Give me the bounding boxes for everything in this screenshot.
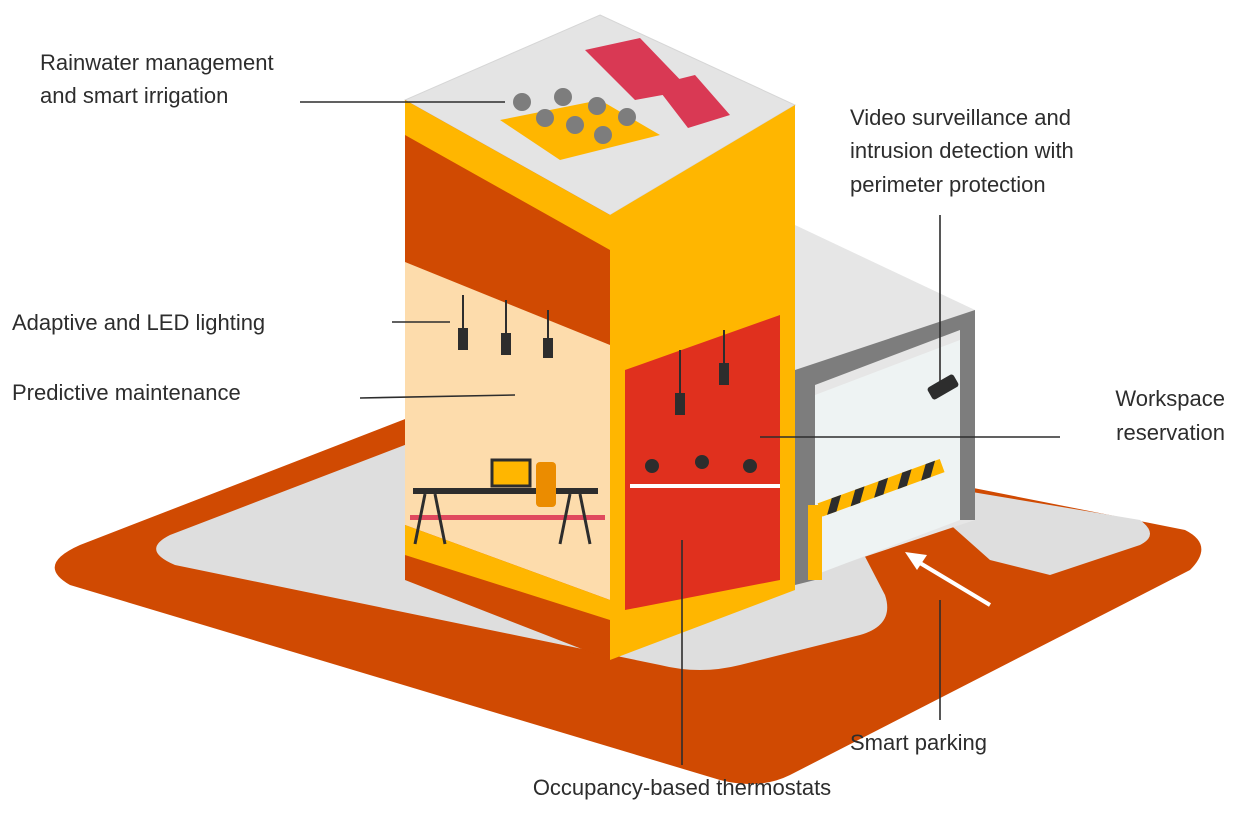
page: Rainwater management and smart irrigatio…: [0, 0, 1233, 832]
desk: [413, 488, 598, 494]
label: perimeter protection: [850, 172, 1046, 197]
label: Workspace: [1115, 386, 1225, 411]
smart-building-diagram: Rainwater management and smart irrigatio…: [0, 0, 1233, 832]
label: Smart parking: [850, 730, 987, 755]
label: and smart irrigation: [40, 83, 228, 108]
label: intrusion detection with: [850, 138, 1074, 163]
chair: [536, 462, 556, 507]
label: reservation: [1116, 420, 1225, 445]
barrier-post: [808, 505, 822, 580]
label: Predictive maintenance: [12, 380, 241, 405]
label: Adaptive and LED lighting: [12, 310, 265, 335]
meeting-table: [630, 484, 780, 488]
label: Video surveillance and: [850, 105, 1071, 130]
label: Occupancy-based thermostats: [533, 775, 831, 800]
monitor: [492, 460, 530, 486]
label: Rainwater management: [40, 50, 274, 75]
